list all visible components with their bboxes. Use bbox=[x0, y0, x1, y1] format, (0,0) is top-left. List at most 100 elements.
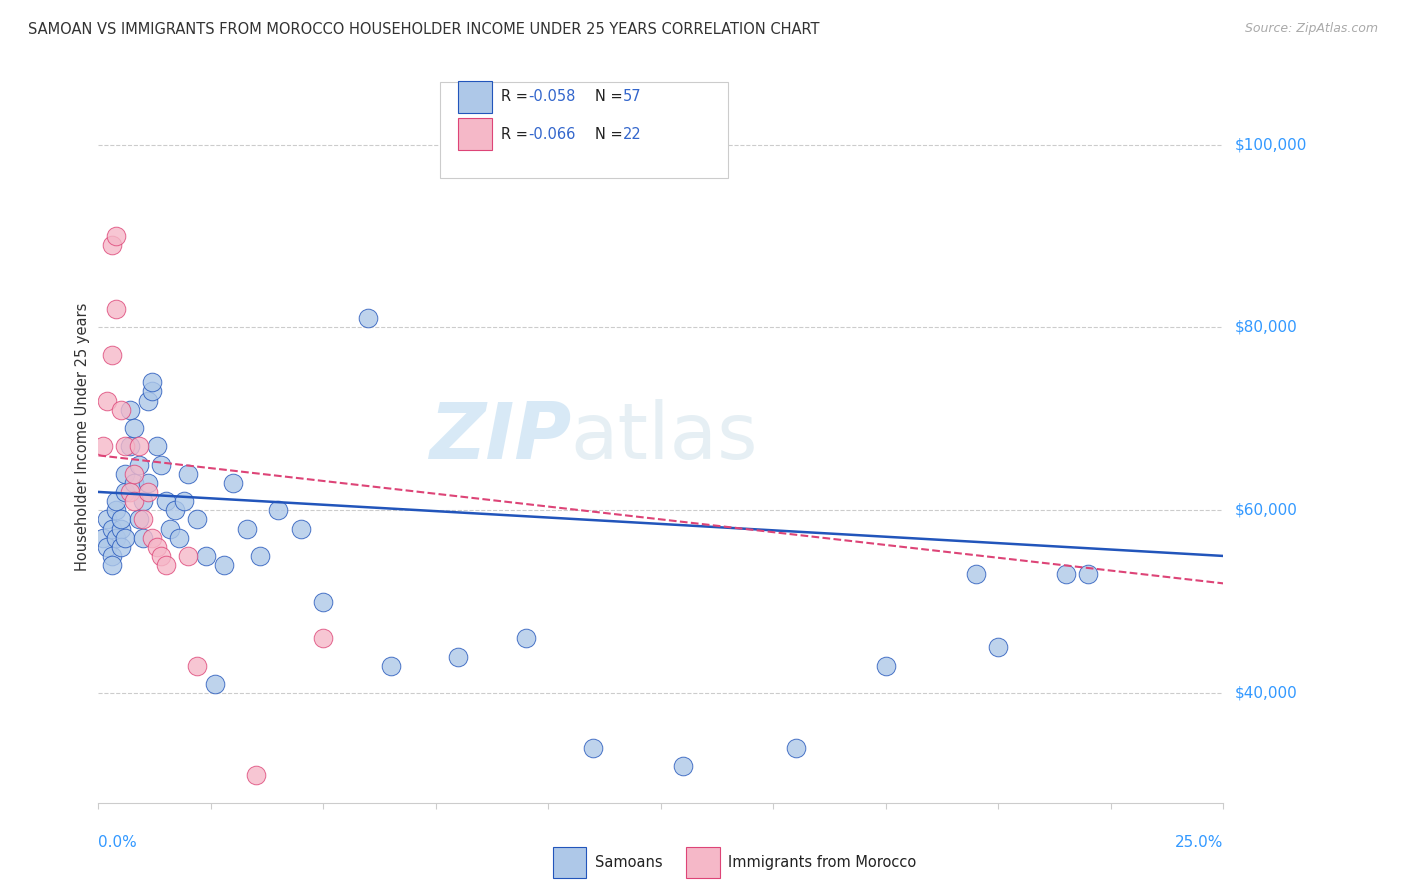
Point bbox=[987, 640, 1010, 655]
Point bbox=[582, 740, 605, 755]
Text: $100,000: $100,000 bbox=[1234, 137, 1306, 152]
Point bbox=[249, 549, 271, 563]
Point bbox=[875, 658, 897, 673]
Point bbox=[105, 531, 128, 545]
Text: 0.0%: 0.0% bbox=[98, 835, 138, 850]
Text: $80,000: $80,000 bbox=[1234, 320, 1298, 334]
Text: 57: 57 bbox=[623, 89, 641, 104]
Point bbox=[146, 439, 169, 453]
Point bbox=[1077, 567, 1099, 582]
Point bbox=[118, 402, 141, 417]
Point bbox=[91, 531, 114, 545]
Point bbox=[128, 458, 150, 472]
Point bbox=[173, 494, 195, 508]
Point bbox=[141, 531, 163, 545]
Point bbox=[110, 402, 132, 417]
Point bbox=[110, 521, 132, 535]
Point bbox=[195, 549, 218, 563]
Point bbox=[1054, 567, 1077, 582]
Text: N =: N = bbox=[595, 127, 627, 142]
Point bbox=[214, 558, 236, 573]
Point bbox=[132, 531, 155, 545]
Point bbox=[186, 658, 208, 673]
Point bbox=[101, 238, 124, 252]
Point bbox=[101, 558, 124, 573]
Point bbox=[132, 494, 155, 508]
Point bbox=[96, 512, 118, 526]
Point bbox=[169, 531, 191, 545]
Point bbox=[105, 228, 128, 243]
Point bbox=[110, 512, 132, 526]
Text: -0.058: -0.058 bbox=[529, 89, 576, 104]
Point bbox=[96, 540, 118, 554]
Point bbox=[105, 301, 128, 317]
Point bbox=[105, 503, 128, 517]
Text: ZIP: ZIP bbox=[429, 399, 571, 475]
Point bbox=[114, 467, 136, 481]
Point bbox=[312, 632, 335, 646]
Text: 25.0%: 25.0% bbox=[1175, 835, 1223, 850]
Point bbox=[155, 558, 177, 573]
Point bbox=[141, 376, 163, 390]
Point bbox=[222, 475, 245, 490]
Point bbox=[128, 512, 150, 526]
Point bbox=[110, 540, 132, 554]
Point bbox=[245, 768, 267, 782]
Point bbox=[186, 512, 208, 526]
Text: -0.066: -0.066 bbox=[529, 127, 576, 142]
Point bbox=[150, 458, 173, 472]
Point bbox=[447, 649, 470, 664]
Point bbox=[155, 494, 177, 508]
Point bbox=[159, 521, 181, 535]
Point bbox=[236, 521, 259, 535]
Point bbox=[128, 439, 150, 453]
Point bbox=[267, 503, 290, 517]
Point bbox=[114, 439, 136, 453]
Point bbox=[118, 439, 141, 453]
Point bbox=[124, 475, 146, 490]
Point bbox=[114, 485, 136, 500]
Text: atlas: atlas bbox=[571, 399, 758, 475]
Point bbox=[177, 467, 200, 481]
Point bbox=[785, 740, 807, 755]
Point bbox=[101, 549, 124, 563]
Point bbox=[96, 393, 118, 408]
Point bbox=[101, 521, 124, 535]
Point bbox=[312, 595, 335, 609]
Y-axis label: Householder Income Under 25 years: Householder Income Under 25 years bbox=[75, 303, 90, 571]
Point bbox=[91, 439, 114, 453]
Text: Samoans: Samoans bbox=[595, 855, 662, 870]
Point bbox=[124, 467, 146, 481]
Text: $40,000: $40,000 bbox=[1234, 686, 1298, 700]
Point bbox=[124, 421, 146, 435]
Point bbox=[204, 677, 226, 691]
Point bbox=[101, 348, 124, 362]
Point bbox=[105, 494, 128, 508]
Text: SAMOAN VS IMMIGRANTS FROM MOROCCO HOUSEHOLDER INCOME UNDER 25 YEARS CORRELATION : SAMOAN VS IMMIGRANTS FROM MOROCCO HOUSEH… bbox=[28, 22, 820, 37]
Text: R =: R = bbox=[501, 89, 531, 104]
Point bbox=[136, 485, 159, 500]
Point bbox=[141, 384, 163, 399]
Point bbox=[136, 475, 159, 490]
Point bbox=[672, 759, 695, 773]
Text: N =: N = bbox=[595, 89, 627, 104]
Point bbox=[150, 549, 173, 563]
Text: Immigrants from Morocco: Immigrants from Morocco bbox=[728, 855, 917, 870]
Point bbox=[163, 503, 186, 517]
Point bbox=[124, 494, 146, 508]
Point bbox=[132, 512, 155, 526]
Point bbox=[357, 311, 380, 326]
Point bbox=[515, 632, 537, 646]
Point bbox=[118, 485, 141, 500]
Point bbox=[114, 531, 136, 545]
Point bbox=[965, 567, 987, 582]
Point bbox=[146, 540, 169, 554]
Text: R =: R = bbox=[501, 127, 531, 142]
Text: 22: 22 bbox=[623, 127, 641, 142]
Text: Source: ZipAtlas.com: Source: ZipAtlas.com bbox=[1244, 22, 1378, 36]
Point bbox=[380, 658, 402, 673]
Point bbox=[290, 521, 312, 535]
Text: $60,000: $60,000 bbox=[1234, 503, 1298, 517]
Point bbox=[177, 549, 200, 563]
Point bbox=[136, 393, 159, 408]
